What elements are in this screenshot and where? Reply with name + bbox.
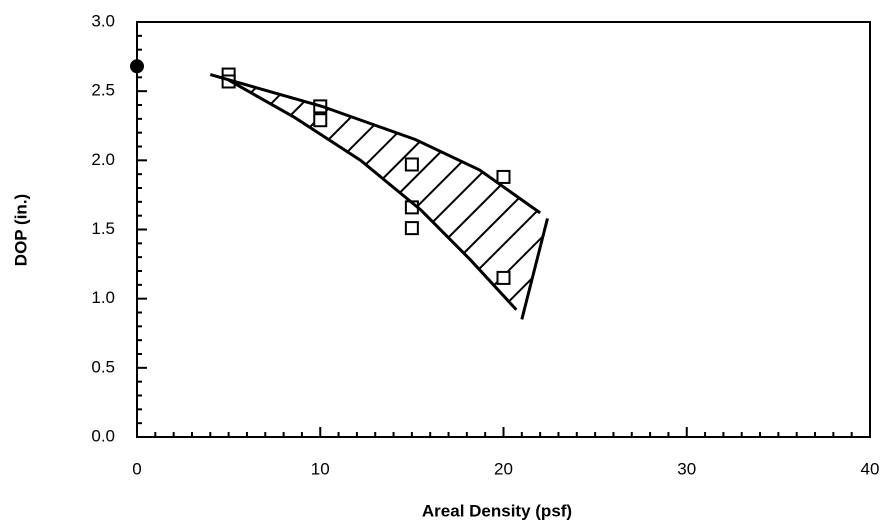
y-tick-label: 2.5: [91, 81, 115, 100]
boundary-line: [227, 78, 518, 311]
boundary-line: [520, 218, 549, 320]
point: [496, 270, 511, 285]
hatch-area: [210, 74, 548, 320]
boundary-line: [209, 73, 542, 215]
y-tick-label: 0.5: [91, 357, 115, 376]
y-tick-label: 1.5: [91, 219, 115, 238]
y-axis-label: DOP (in.): [11, 194, 30, 266]
point: [404, 221, 419, 236]
x-tick-label: 0: [132, 459, 141, 478]
y-tick-label: 1.0: [91, 288, 115, 307]
point: [496, 169, 511, 184]
x-tick-label: 30: [677, 459, 696, 478]
y-tick-label: 3.0: [91, 11, 115, 30]
x-tick-label: 20: [494, 459, 513, 478]
point: [404, 157, 419, 172]
y-tick-label: 0.0: [91, 426, 115, 445]
x-tick-label: 10: [311, 459, 330, 478]
point: [313, 113, 328, 128]
y-tick-label: 2.0: [91, 150, 115, 169]
point: [130, 59, 144, 74]
x-axis-label: Areal Density (psf): [422, 501, 572, 520]
x-tick-label: 40: [861, 459, 880, 478]
